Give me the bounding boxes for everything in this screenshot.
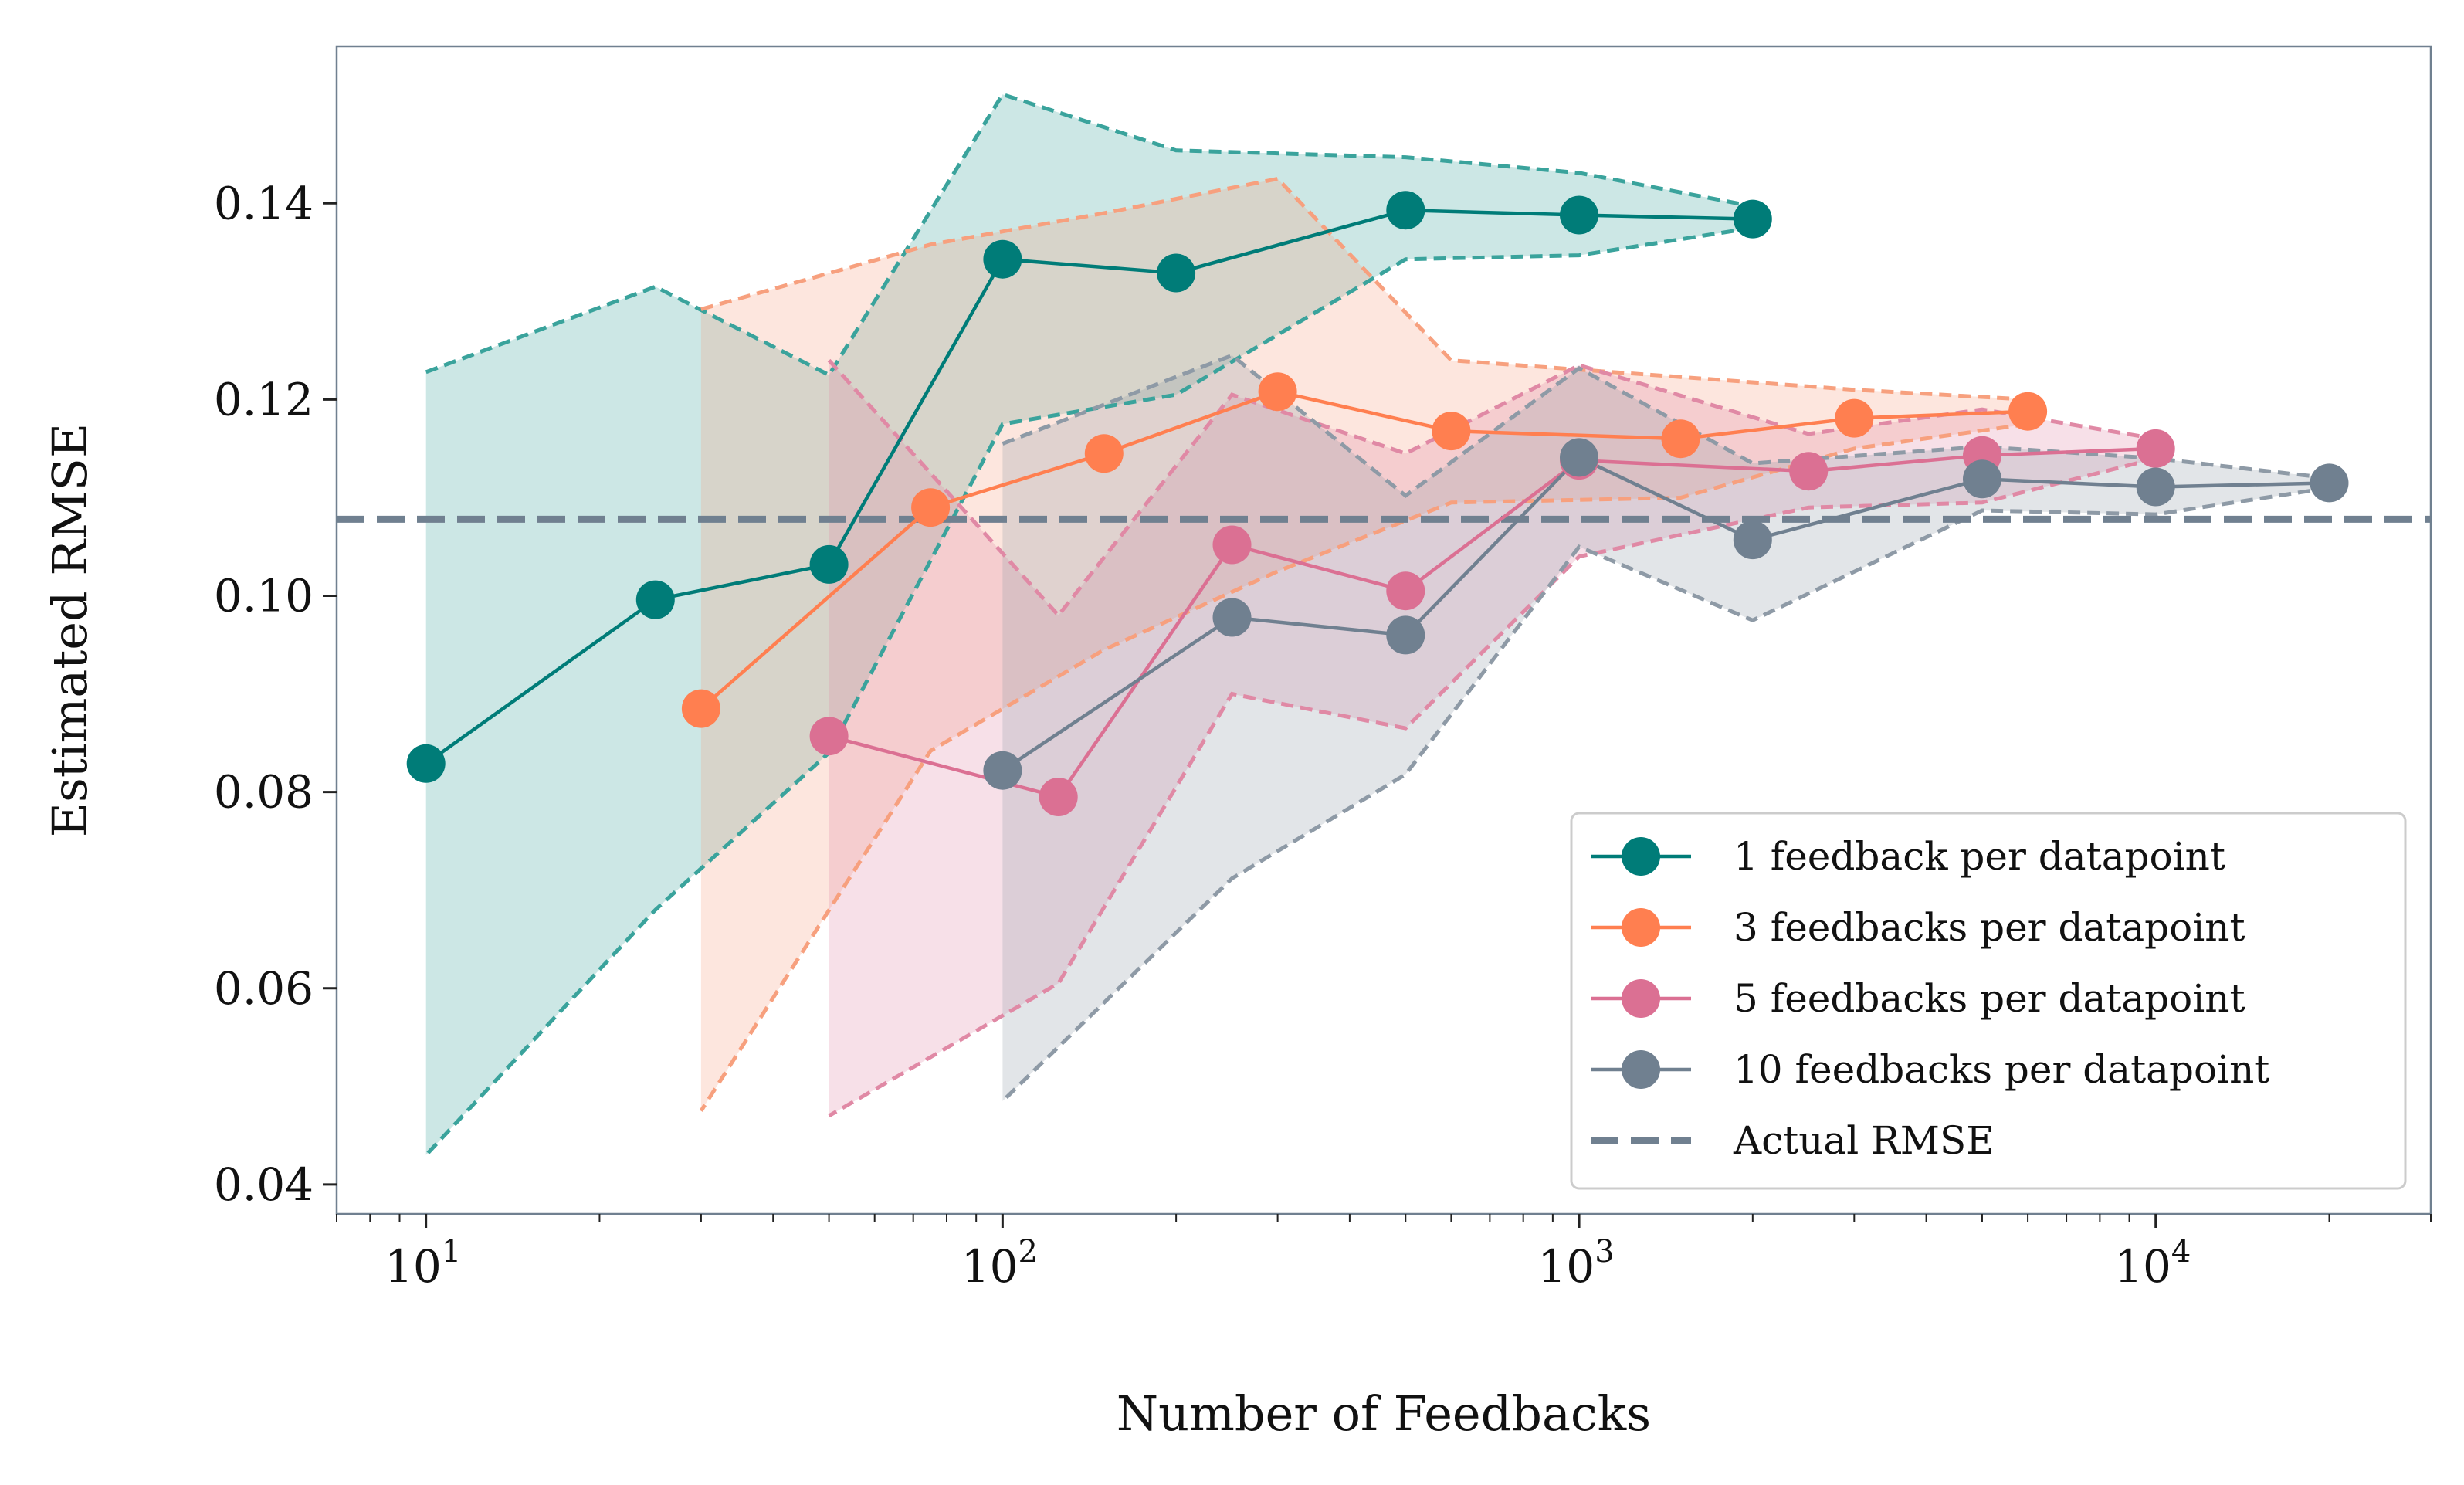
upper-bound-series-1 — [425, 92, 1754, 378]
point-series-2-4 — [1258, 372, 1297, 412]
point-series-2-1 — [681, 689, 720, 728]
point-series-1-1 — [406, 744, 446, 783]
legend-label-series-2: 3 feedbacks per datapoint — [1734, 905, 2245, 950]
legend-label-series-1: 1 feedback per datapoint — [1734, 834, 2225, 879]
band-series-3 — [829, 360, 2156, 1116]
point-series-2-5 — [1432, 412, 1471, 451]
point-series-3-8 — [2136, 429, 2175, 468]
y-tick-label: 0.10 — [214, 570, 314, 622]
line-series-3 — [829, 446, 2156, 799]
legend: 1 feedback per datapoint 3 feedbacks per … — [1570, 812, 2407, 1190]
confidence-bounds — [424, 92, 2330, 1157]
x-tick-label: 102 — [961, 1234, 1038, 1293]
point-series-4-2 — [1212, 598, 1252, 637]
legend-marker-series-3 — [1622, 979, 1660, 1018]
point-series-1-8 — [1733, 199, 1772, 239]
x-tick-label: 101 — [385, 1234, 461, 1293]
point-series-1-4 — [983, 239, 1022, 279]
point-series-4-8 — [2310, 463, 2349, 503]
legend-marker-series-4 — [1622, 1050, 1660, 1089]
legend-box — [1570, 812, 2407, 1190]
point-series-1-2 — [635, 580, 675, 619]
point-series-3-4 — [1386, 571, 1425, 611]
y-tick-label: 0.12 — [214, 373, 314, 425]
point-series-2-8 — [2008, 392, 2048, 431]
point-series-4-7 — [2136, 467, 2175, 507]
line-series-1 — [425, 208, 1753, 765]
legend-label-series-4: 10 feedbacks per datapoint — [1734, 1047, 2269, 1092]
point-series-2-7 — [1835, 398, 1874, 438]
point-series-4-1 — [983, 751, 1022, 790]
point-series-1-3 — [809, 544, 849, 584]
legend-label-actual-rmse: Actual RMSE — [1733, 1118, 1995, 1163]
lower-bound-series-4 — [1001, 486, 2330, 1103]
point-series-3-2 — [1039, 778, 1078, 816]
legend-label-series-3: 5 feedbacks per datapoint — [1734, 976, 2245, 1021]
point-series-4-4 — [1560, 438, 1598, 477]
x-tick-label: 104 — [2114, 1234, 2191, 1293]
point-series-4-5 — [1733, 520, 1772, 560]
line-series-4 — [1002, 455, 2330, 772]
line-series-2 — [700, 389, 2028, 710]
point-series-3-1 — [809, 717, 849, 756]
point-series-2-3 — [1084, 434, 1124, 473]
band-series-2 — [700, 178, 2028, 1111]
point-series-1-7 — [1560, 195, 1598, 235]
x-axis: 101 102 103 104 — [336, 1214, 2432, 1293]
y-tick-label: 0.06 — [214, 962, 314, 1015]
upper-bound-series-3 — [827, 358, 2157, 619]
y-axis-label: Estimated RMSE — [42, 423, 98, 837]
legend-marker-series-2 — [1622, 908, 1660, 947]
band-series-4 — [1002, 355, 2330, 1101]
point-series-1-5 — [1157, 253, 1196, 293]
series-points — [406, 191, 2349, 816]
y-axis: 0.04 0.06 0.08 0.10 0.12 0.14 — [214, 177, 337, 1211]
y-tick-label: 0.04 — [214, 1158, 314, 1211]
plot-frame — [335, 45, 2432, 1215]
band-series-1 — [425, 94, 1753, 1155]
y-tick-label: 0.14 — [214, 177, 314, 229]
point-series-1-6 — [1386, 191, 1425, 230]
legend-marker-series-1 — [1622, 837, 1660, 876]
lower-bound-series-1 — [424, 225, 1754, 1157]
confidence-bands — [425, 94, 2330, 1155]
point-series-4-3 — [1386, 615, 1425, 655]
point-series-3-3 — [1212, 525, 1252, 565]
upper-bound-series-4 — [1002, 353, 2330, 499]
point-series-2-6 — [1661, 419, 1700, 459]
y-tick-label: 0.08 — [214, 766, 314, 819]
upper-bound-series-2 — [700, 176, 2028, 402]
x-tick-label: 103 — [1537, 1234, 1614, 1293]
point-series-3-6 — [1789, 452, 1829, 491]
point-series-2-2 — [911, 488, 951, 527]
x-axis-label: Number of Feedbacks — [1117, 1385, 1651, 1442]
point-series-4-6 — [1963, 459, 2001, 499]
series-lines — [425, 208, 2330, 799]
